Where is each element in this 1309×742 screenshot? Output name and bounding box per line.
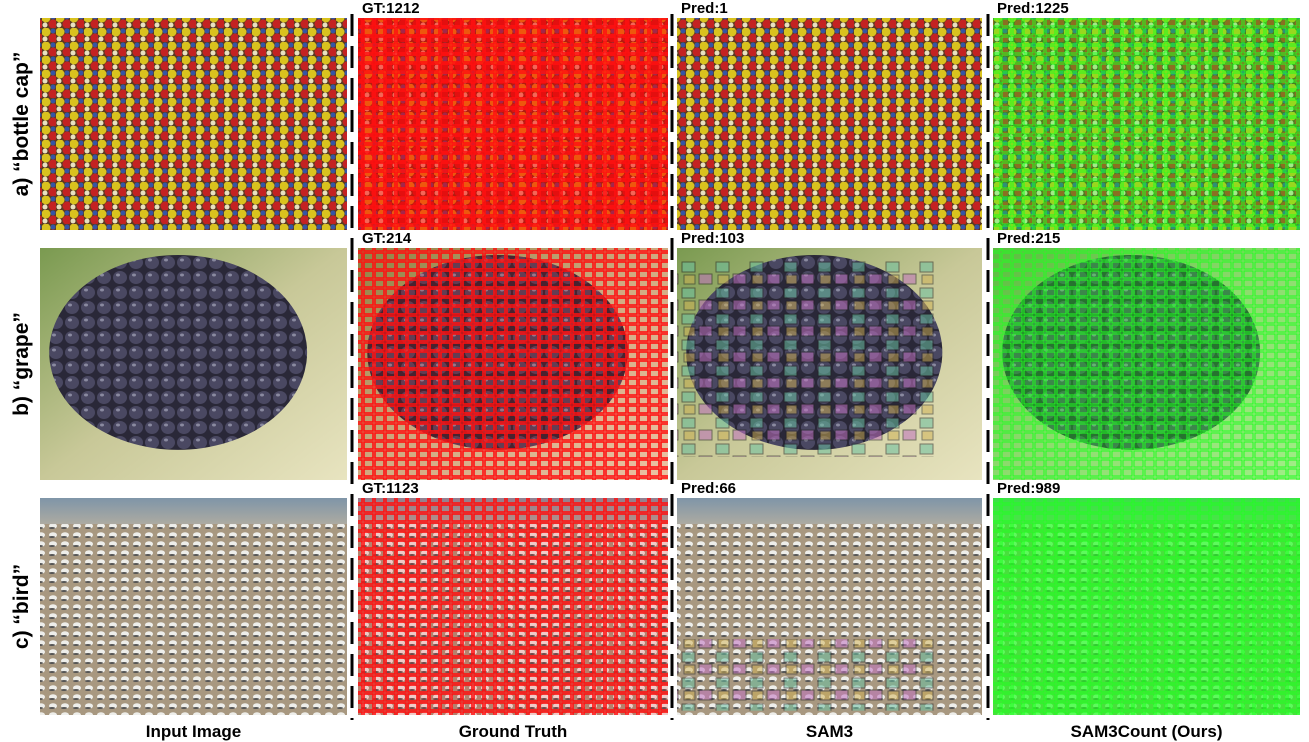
column-label: Ground Truth [459, 722, 568, 741]
figure: GT:1212 Pred:1 Pred:1225 a) “bottle cap” GT:… [0, 0, 1309, 742]
column-label: SAM3Count (Ours) [1070, 722, 1222, 741]
row-label: a) “bottle cap” [10, 52, 33, 197]
pred-boxes [993, 18, 1300, 230]
gt-boxes [358, 248, 668, 480]
count-label: GT:1123 [362, 480, 419, 497]
count-label: GT:1212 [362, 0, 420, 17]
count-label: Pred:989 [997, 480, 1060, 497]
count-label: GT:214 [362, 230, 412, 247]
row-label: b) “grape” [10, 312, 33, 416]
column-label: SAM3 [806, 722, 853, 741]
image-0-0 [40, 18, 347, 230]
gt-boxes [358, 498, 668, 715]
column-label: Input Image [146, 722, 241, 741]
row-label: c) “bird” [10, 564, 33, 649]
pred-boxes [993, 248, 1300, 480]
sam3-masks [677, 639, 936, 711]
pred-boxes [993, 498, 1300, 715]
count-label: Pred:1225 [997, 0, 1069, 17]
grape-cluster [49, 255, 307, 450]
count-label: Pred:103 [681, 230, 744, 247]
sam3-masks [677, 260, 936, 457]
count-label: Pred:1 [681, 0, 728, 17]
bird-field [40, 524, 347, 715]
gt-boxes [358, 18, 668, 230]
count-label: Pred:66 [681, 480, 736, 497]
image-0-2 [677, 18, 982, 230]
count-label: Pred:215 [997, 230, 1060, 247]
